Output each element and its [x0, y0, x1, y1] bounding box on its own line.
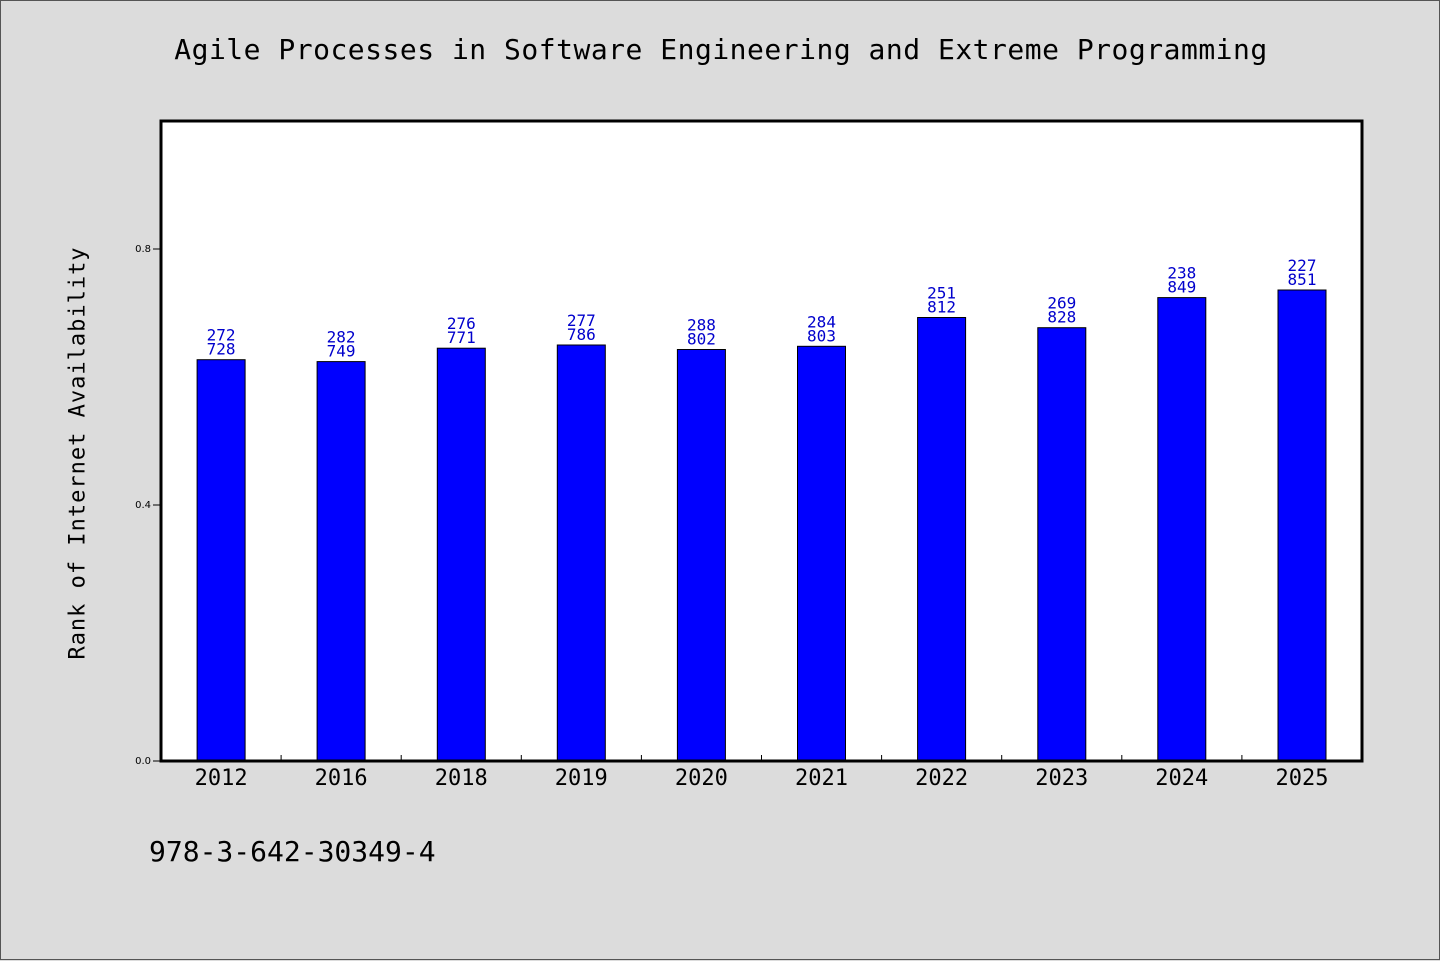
x-tick-label-2016: 2016: [315, 766, 368, 791]
isbn-footer: 978-3-642-30349-4: [149, 835, 436, 868]
bar-2020: [676, 349, 726, 762]
bar-label-bottom-2018: 771: [447, 328, 476, 347]
bar-2018: [436, 347, 486, 762]
y-tick-label: 0.4: [135, 500, 151, 511]
bar-label-top-2025: 227: [1288, 256, 1317, 275]
bar-2023: [1037, 327, 1087, 762]
bar-2012: [196, 359, 246, 762]
bar-label-bottom-2019: 786: [567, 325, 596, 344]
bar-label-bottom-2021: 803: [807, 326, 836, 345]
bar-label-top-2022: 251: [927, 284, 956, 303]
bar-label-top-2024: 238: [1167, 264, 1196, 283]
bar-label-bottom-2022: 812: [927, 298, 956, 317]
bar-label-top-2021: 284: [807, 312, 836, 331]
x-tick-label-2023: 2023: [1035, 766, 1088, 791]
bar-2021: [797, 345, 846, 762]
bar-label-bottom-2020: 802: [687, 330, 716, 349]
x-tick-label-2022: 2022: [915, 766, 968, 791]
bar-label-bottom-2024: 849: [1167, 278, 1196, 297]
x-tick-label-2024: 2024: [1155, 766, 1208, 791]
bar-label-top-2020: 288: [687, 316, 716, 335]
bar-label-top-2023: 269: [1047, 294, 1076, 313]
bar-2025: [1277, 289, 1327, 762]
x-tick-label-2020: 2020: [675, 766, 728, 791]
bar-2016: [316, 361, 366, 762]
x-tick-label-2012: 2012: [195, 766, 248, 791]
bar-2024: [1157, 297, 1207, 762]
x-tick-label-2018: 2018: [435, 766, 488, 791]
bar-2019: [556, 344, 606, 762]
y-tick-label: 0.8: [135, 244, 151, 255]
x-tick-label-2025: 2025: [1276, 766, 1329, 791]
chart-title: Agile Processes in Software Engineering …: [174, 33, 1268, 66]
bar-label-bottom-2016: 749: [327, 342, 356, 361]
x-tick-label-2021: 2021: [795, 766, 848, 791]
plot-border: [159, 119, 1364, 763]
bar-label-top-2018: 276: [447, 314, 476, 333]
bar-label-bottom-2025: 851: [1288, 270, 1317, 289]
bar-2022: [917, 317, 967, 762]
y-axis-label: Rank of Internet Availability: [65, 246, 91, 660]
bar-label-top-2012: 272: [207, 326, 236, 345]
bar-label-bottom-2012: 728: [207, 340, 236, 359]
bar-label-top-2016: 282: [327, 328, 356, 347]
y-tick-label: 0.0: [135, 756, 151, 767]
bar-label-top-2019: 277: [567, 311, 596, 330]
bar-label-bottom-2023: 828: [1047, 308, 1076, 327]
x-tick-label-2019: 2019: [555, 766, 608, 791]
